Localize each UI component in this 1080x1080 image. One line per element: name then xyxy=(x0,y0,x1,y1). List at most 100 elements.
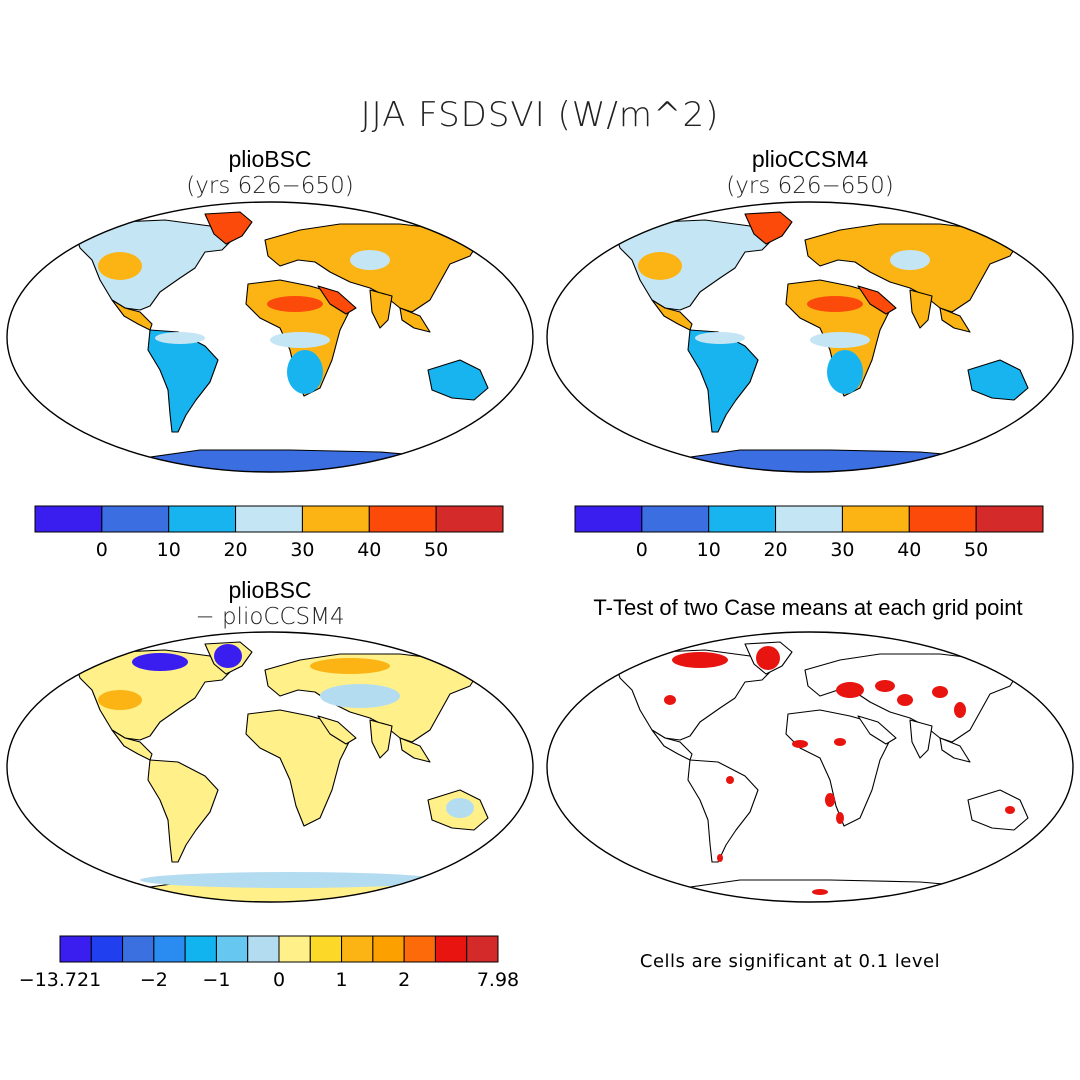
australia xyxy=(427,359,489,401)
colorbar-bin-5 xyxy=(908,505,977,533)
colorbar-bin-0 xyxy=(59,935,92,963)
significant-cell-1 xyxy=(756,646,780,670)
significant-cell-10 xyxy=(825,793,835,807)
map-ttest xyxy=(546,631,1074,903)
na-orange-region xyxy=(638,252,682,280)
colorbar-tick-label: −2 xyxy=(140,969,168,990)
significant-cell-0 xyxy=(672,652,728,668)
sahara-hot-region xyxy=(267,296,323,312)
significant-cell-9 xyxy=(834,738,846,746)
colorbar-bin-3 xyxy=(235,505,303,533)
map-pliobsc xyxy=(6,201,534,473)
sig-seAsia xyxy=(939,737,971,763)
colorbar-bin-2 xyxy=(168,505,237,533)
south-america xyxy=(687,329,759,433)
colorbar-bin-1 xyxy=(101,505,170,533)
colorbar-tick-label: 40 xyxy=(897,539,921,558)
significant-cell-15 xyxy=(976,885,988,891)
diff-centralAmerica xyxy=(111,729,153,761)
colorbar-tick-label: 2 xyxy=(398,969,410,990)
na-orange-region xyxy=(98,252,142,280)
colorbar-tick-label: 20 xyxy=(763,539,787,558)
diff-india xyxy=(369,719,393,759)
figure-title: JJA FSDSVI (W/m^2) xyxy=(360,95,720,135)
diff-orange-siberia xyxy=(310,658,390,674)
colorbar-bin-0 xyxy=(574,505,643,533)
diff-northAmerica xyxy=(74,649,233,741)
colorbar-bin-10 xyxy=(372,935,405,963)
colorbar-tick-label: 50 xyxy=(964,539,988,558)
colorbar-bin-6 xyxy=(975,505,1044,533)
colorbar-plioccsm4: 0 10 20 30 40 50 xyxy=(574,505,1044,558)
colorbar-tick-label: 7.98 xyxy=(477,969,519,990)
colorbar-bin-9 xyxy=(341,935,374,963)
central-asia-light xyxy=(890,250,930,270)
sa-light-band xyxy=(155,332,205,344)
india xyxy=(909,289,933,329)
colorbar-bin-5 xyxy=(368,505,437,533)
colorbar-bin-5 xyxy=(215,935,249,963)
central-america xyxy=(111,299,153,331)
central-america xyxy=(651,299,693,331)
map-difference xyxy=(6,631,534,903)
colorbar-bin-7 xyxy=(278,935,311,963)
southern-africa xyxy=(827,350,863,394)
colorbar-tick-label: −1 xyxy=(202,969,230,990)
colorbar-bin-1 xyxy=(641,505,710,533)
significant-cell-7 xyxy=(664,695,676,705)
colorbar-bin-4 xyxy=(841,505,910,533)
sig-southAmerica xyxy=(687,759,759,863)
significant-cell-12 xyxy=(726,776,734,784)
colorbar-bin-1 xyxy=(90,935,124,963)
sa-light-band xyxy=(695,332,745,344)
africa-light-band xyxy=(270,332,330,348)
significant-cell-5 xyxy=(932,686,948,698)
colorbar-tick-label: −13.721 xyxy=(19,969,101,990)
panel-3-subtitle: − plioCCSM4 xyxy=(195,604,345,630)
sig-australia xyxy=(967,789,1029,831)
panel-2-subtitle: (yrs 626−650) xyxy=(726,173,894,199)
colorbar-bin-2 xyxy=(122,935,155,963)
sahara-hot-region xyxy=(807,296,863,312)
colorbar-tick-label: 0 xyxy=(636,539,648,558)
diff-southAmerica xyxy=(147,759,219,863)
significance-note: Cells are significant at 0.1 level xyxy=(639,951,941,972)
colorbar-tick-label: 20 xyxy=(223,539,247,558)
southeast-asia xyxy=(939,307,971,333)
panel-1-title: plioBSC xyxy=(228,146,312,172)
colorbar-pliobsc: 0 10 20 30 40 50 xyxy=(34,505,504,558)
colorbar-bin-13 xyxy=(466,935,499,963)
colorbar-bin-6 xyxy=(247,935,280,963)
diff-blue-greenland xyxy=(214,644,242,668)
colorbar-difference: −13.721 −2 −1 0 1 2 7.98 xyxy=(19,935,519,990)
sig-india xyxy=(909,719,933,759)
significant-cell-11 xyxy=(836,812,844,824)
diff-blue-antarctica xyxy=(140,872,440,888)
colorbar-bin-12 xyxy=(434,935,468,963)
significant-cell-8 xyxy=(792,740,808,748)
greenland xyxy=(204,211,253,245)
colorbar-tick-label: 0 xyxy=(96,539,108,558)
diff-blue-australia xyxy=(446,798,474,818)
colorbar-tick-label: 30 xyxy=(830,539,854,558)
north-america xyxy=(614,219,773,311)
map-plioccsm4 xyxy=(546,201,1074,473)
significant-cell-2 xyxy=(836,682,864,698)
sig-centralAmerica xyxy=(651,729,693,761)
colorbar-bin-6 xyxy=(435,505,504,533)
colorbar-bin-4 xyxy=(301,505,370,533)
colorbar-bin-3 xyxy=(153,935,186,963)
colorbar-tick-label: 1 xyxy=(336,969,348,990)
colorbar-tick-label: 10 xyxy=(697,539,721,558)
colorbar-bin-2 xyxy=(708,505,777,533)
colorbar-tick-label: 50 xyxy=(424,539,448,558)
panel-4-title: T-Test of two Case means at each grid po… xyxy=(593,595,1023,620)
significant-cell-13 xyxy=(1005,806,1015,814)
panel-1-subtitle: (yrs 626−650) xyxy=(186,173,354,199)
southeast-asia xyxy=(399,307,431,333)
colorbar-bin-11 xyxy=(403,935,436,963)
colorbar-tick-label: 30 xyxy=(290,539,314,558)
diff-blue-arctic-canada xyxy=(132,653,188,671)
australia xyxy=(967,359,1029,401)
colorbar-tick-label: 0 xyxy=(273,969,285,990)
